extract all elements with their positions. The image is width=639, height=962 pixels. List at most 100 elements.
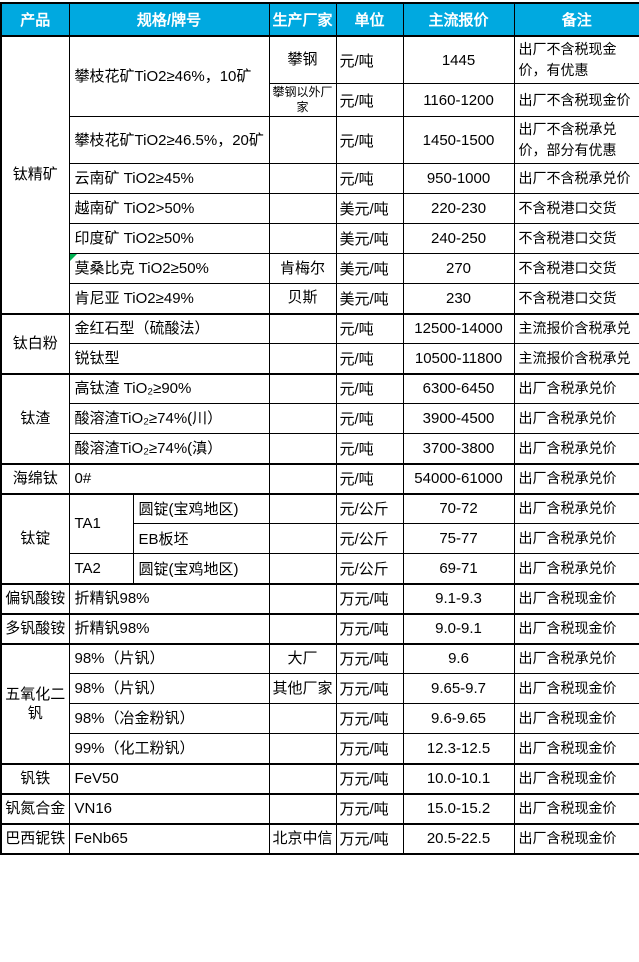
note-text: 出厂含税现金价	[518, 830, 617, 846]
note-text: 不含税港口交货	[518, 260, 617, 276]
product-cell: 钒铁	[0, 762, 70, 794]
comment-marker-icon	[70, 254, 77, 261]
price-text: 9.6	[448, 650, 469, 668]
header-cell: 备注	[513, 2, 639, 37]
manufacturer-cell	[268, 163, 337, 194]
note-cell: 出厂含税承兑价	[513, 553, 639, 584]
table-row: 98%（冶金粉钒） 万元/吨 9.6-9.65 出厂含税现金价	[1, 703, 639, 734]
price-cell: 230	[402, 283, 515, 314]
product-cell: 钒氮合金	[0, 792, 70, 824]
spec-detail-cell: 圆锭(宝鸡地区)	[132, 553, 270, 584]
price-cell: 270	[402, 253, 515, 284]
unit-text: 万元/吨	[339, 681, 389, 698]
spec-cell: 98%（片钒）	[68, 642, 270, 674]
spec-text: 肯尼亚 TiO2≥49%	[74, 289, 194, 307]
unit-text: 元/公斤	[339, 560, 389, 578]
table-row: 98%（片钒） 其他厂家 万元/吨 9.65-9.7 出厂含税现金价	[1, 673, 639, 704]
header-cell: 单位	[335, 2, 404, 37]
spec-text: 锐钛型	[74, 349, 120, 367]
unit-text: 元/吨	[339, 171, 374, 188]
product-cell: 海绵钛	[0, 462, 70, 494]
spec-text: FeNb65	[74, 830, 128, 847]
note-text: 出厂含税现金价	[518, 620, 617, 636]
note-text: 出厂含税现金价	[518, 739, 617, 756]
spec-text: 莫桑比克 TiO2≥50%	[74, 260, 209, 277]
unit-text: 万元/吨	[339, 740, 389, 758]
unit-cell: 元/吨	[335, 343, 404, 374]
spec-cell: 肯尼亚 TiO2≥49%	[68, 283, 270, 314]
note-text: 出厂含税承兑价	[518, 380, 617, 397]
manufacturer-cell: 攀钢	[268, 35, 337, 84]
unit-text: 元/吨	[339, 52, 374, 70]
manufacturer-cell	[268, 523, 337, 554]
manufacturer-cell	[268, 116, 337, 164]
manufacturer-text: 攀钢以外厂家	[272, 85, 333, 114]
price-cell: 9.0-9.1	[402, 612, 515, 644]
note-cell: 出厂含税承兑价	[513, 642, 639, 674]
price-cell: 6300-6450	[402, 372, 515, 404]
price-text: 9.6-9.65	[430, 710, 487, 727]
unit-cell: 美元/吨	[335, 193, 404, 224]
product-cell: 巴西铌铁	[0, 822, 70, 854]
note-cell: 出厂含税现金价	[513, 673, 639, 704]
spec-cell: 印度矿 TiO2≥50%	[68, 223, 270, 254]
price-cell: 950-1000	[402, 163, 515, 194]
manufacturer-text: 北京中信	[272, 829, 333, 847]
unit-cell: 元/吨	[335, 116, 404, 164]
manufacturer-cell: 攀钢以外厂家	[268, 83, 337, 117]
manufacturer-cell	[268, 733, 337, 764]
note-cell: 不含税港口交货	[513, 253, 639, 284]
header-cell: 产品	[0, 2, 70, 37]
note-cell: 出厂不含税现金价，有优惠	[513, 35, 639, 84]
price-text: 70-72	[439, 500, 478, 518]
manufacturer-cell: 大厂	[268, 642, 337, 674]
table-row: 锐钛型 元/吨 10500-11800 主流报价含税承兑	[1, 343, 639, 374]
spec-cell: 金红石型（硫酸法）	[68, 312, 270, 344]
table-row: 越南矿 TiO2>50% 美元/吨 220-230 不含税港口交货	[1, 193, 639, 224]
table-row: 钒铁 FeV50 万元/吨 10.0-10.1 出厂含税现金价	[0, 762, 639, 794]
unit-cell: 万元/吨	[335, 822, 404, 854]
note-cell: 出厂含税承兑价	[513, 403, 639, 434]
note-text: 出厂含税现金价	[518, 590, 617, 606]
unit-text: 万元/吨	[339, 621, 389, 638]
price-text: 9.1-9.3	[435, 590, 482, 607]
price-cell: 220-230	[402, 193, 515, 224]
unit-text: 元/吨	[339, 440, 374, 458]
table-row: 偏钒酸铵 折精钒98% 万元/吨 9.1-9.3 出厂含税现金价	[0, 582, 639, 614]
spec-text: 攀枝花矿TiO2≥46.5%，20矿	[74, 131, 264, 149]
price-text: 270	[446, 260, 472, 277]
spec-text: 折精钒98%	[74, 620, 150, 637]
note-text: 出厂不含税现金价	[518, 91, 631, 108]
price-cell: 10500-11800	[402, 343, 515, 374]
unit-cell: 元/吨	[335, 433, 404, 464]
spec-text: 98%（片钒）	[74, 680, 165, 697]
note-cell: 不含税港口交货	[513, 223, 639, 254]
price-text: 230	[446, 289, 472, 307]
unit-cell: 元/吨	[335, 372, 404, 404]
unit-text: 元/吨	[339, 132, 374, 150]
spec-text: 印度矿 TiO2≥50%	[74, 230, 194, 247]
unit-text: 万元/吨	[339, 831, 389, 848]
note-cell: 出厂含税承兑价	[513, 492, 639, 524]
spec-type-text: TA2	[74, 559, 101, 577]
note-cell: 出厂含税承兑价	[513, 372, 639, 404]
spec-type-text: TA1	[74, 515, 101, 533]
spec-type-cell: TA2	[68, 553, 134, 584]
price-cell: 10.0-10.1	[402, 762, 515, 794]
manufacturer-cell	[268, 612, 337, 644]
unit-cell: 万元/吨	[335, 733, 404, 764]
price-cell: 20.5-22.5	[402, 822, 515, 854]
manufacturer-text: 攀钢	[287, 51, 318, 68]
table-row: 肯尼亚 TiO2≥49% 贝斯 美元/吨 230 不含税港口交货	[1, 283, 639, 314]
manufacturer-cell	[268, 312, 337, 344]
unit-text: 元/吨	[339, 381, 374, 399]
spec-cell: 折精钒98%	[68, 612, 270, 644]
spec-text: 金红石型（硫酸法）	[74, 320, 210, 338]
note-text: 出厂含税承兑价	[518, 500, 617, 517]
manufacturer-cell: 北京中信	[268, 822, 337, 854]
table-row: 钛锭 TA1 圆锭(宝鸡地区) 元/公斤 70-72 出厂含税承兑价	[0, 492, 639, 584]
spec-detail-text: EB板坯	[138, 531, 189, 548]
spec-detail-text: 圆锭(宝鸡地区)	[138, 560, 239, 578]
spec-cell: 98%（冶金粉钒）	[68, 703, 270, 734]
note-cell: 出厂含税承兑价	[513, 462, 639, 494]
